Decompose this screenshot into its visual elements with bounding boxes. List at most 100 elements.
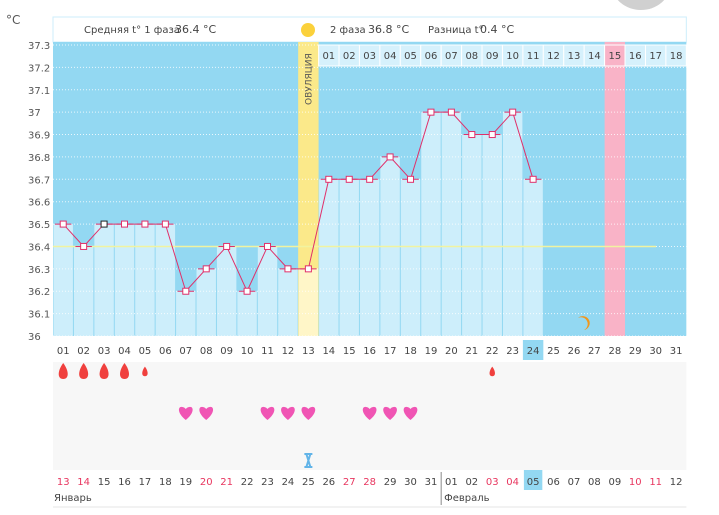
hourglass-icon[interactable]: [304, 453, 313, 468]
calendar-date[interactable]: 25: [302, 477, 315, 488]
cycle-day-label[interactable]: 02: [77, 346, 90, 357]
blood-drop-icon[interactable]: [99, 363, 109, 379]
cycle-day-label[interactable]: 07: [179, 346, 192, 357]
temperature-point[interactable]: [121, 220, 129, 228]
cycle-day-label[interactable]: 30: [649, 346, 662, 357]
cycle-day-label[interactable]: 31: [670, 346, 683, 357]
temperature-point[interactable]: [468, 131, 476, 139]
cycle-day-label[interactable]: 03: [98, 346, 111, 357]
cycle-day-label[interactable]: 13: [302, 346, 315, 357]
calendar-date[interactable]: 19: [179, 477, 192, 488]
temperature-point[interactable]: [202, 265, 210, 273]
cycle-day-label[interactable]: 06: [159, 346, 172, 357]
cycle-day-label[interactable]: 17: [384, 346, 397, 357]
temperature-point[interactable]: [80, 242, 88, 250]
cycle-day-label[interactable]: 21: [465, 346, 478, 357]
heart-icon[interactable]: [362, 406, 377, 420]
cycle-day-label[interactable]: 20: [445, 346, 458, 357]
calendar-date[interactable]: 22: [241, 477, 254, 488]
heart-icon[interactable]: [281, 406, 295, 420]
temperature-point[interactable]: [366, 175, 374, 183]
calendar-date[interactable]: 16: [118, 477, 131, 488]
blood-drop-icon[interactable]: [120, 363, 130, 379]
calendar-date[interactable]: 14: [77, 477, 90, 488]
calendar-date[interactable]: 04: [506, 477, 519, 488]
calendar-date[interactable]: 23: [261, 477, 274, 488]
calendar-date[interactable]: 27: [343, 477, 356, 488]
cycle-day-label[interactable]: 26: [568, 346, 581, 357]
cycle-day-label[interactable]: 12: [282, 346, 295, 357]
temperature-point[interactable]: [427, 108, 435, 116]
calendar-date[interactable]: 12: [670, 477, 683, 488]
temperature-point[interactable]: [100, 220, 108, 228]
temperature-point[interactable]: [386, 153, 394, 161]
cycle-day-label[interactable]: 27: [588, 346, 601, 357]
calendar-date[interactable]: 10: [629, 477, 642, 488]
calendar-date[interactable]: 20: [200, 477, 213, 488]
heart-icon[interactable]: [178, 406, 193, 420]
cycle-day-label[interactable]: 28: [608, 346, 621, 357]
blood-drop-icon[interactable]: [142, 366, 148, 377]
calendar-date[interactable]: 30: [404, 477, 417, 488]
cycle-day-label[interactable]: 22: [486, 346, 499, 357]
cycle-day-label[interactable]: 05: [139, 346, 152, 357]
calendar-date[interactable]: 28: [363, 477, 376, 488]
calendar-date[interactable]: 11: [649, 477, 662, 488]
cycle-day-label[interactable]: 08: [200, 346, 213, 357]
temperature-point[interactable]: [529, 175, 537, 183]
temperature-point[interactable]: [284, 265, 292, 273]
calendar-date[interactable]: 17: [139, 477, 152, 488]
cycle-day-label[interactable]: 14: [322, 346, 335, 357]
calendar-date[interactable]: 15: [98, 477, 111, 488]
calendar-date[interactable]: 24: [282, 477, 295, 488]
temperature-point[interactable]: [182, 287, 190, 295]
cycle-day-label[interactable]: 23: [506, 346, 519, 357]
heart-icon[interactable]: [403, 406, 418, 420]
cycle-day-label[interactable]: 29: [629, 346, 642, 357]
calendar-date[interactable]: 29: [384, 477, 397, 488]
cycle-day-label[interactable]: 19: [425, 346, 438, 357]
calendar-date[interactable]: 31: [425, 477, 438, 488]
cycle-day-label[interactable]: 18: [404, 346, 417, 357]
cycle-day-label[interactable]: 10: [241, 346, 254, 357]
calendar-date[interactable]: 18: [159, 477, 172, 488]
calendar-date[interactable]: 26: [322, 477, 335, 488]
temperature-point[interactable]: [59, 220, 67, 228]
blood-drop-icon[interactable]: [79, 363, 89, 379]
temperature-point[interactable]: [264, 242, 272, 250]
calendar-date[interactable]: 01: [445, 477, 458, 488]
temperature-point[interactable]: [141, 220, 149, 228]
heart-icon[interactable]: [260, 406, 275, 420]
temperature-point[interactable]: [325, 175, 333, 183]
blood-drop-icon[interactable]: [489, 366, 495, 377]
cycle-day-label[interactable]: 04: [118, 346, 131, 357]
heart-icon[interactable]: [383, 406, 397, 420]
temperature-point[interactable]: [407, 175, 415, 183]
cycle-day-label[interactable]: 25: [547, 346, 560, 357]
temperature-point[interactable]: [243, 287, 251, 295]
cycle-day-label[interactable]: 24: [527, 346, 540, 357]
calendar-date[interactable]: 06: [547, 477, 560, 488]
calendar-date[interactable]: 21: [220, 477, 233, 488]
temperature-point[interactable]: [304, 265, 312, 273]
heart-icon[interactable]: [199, 406, 214, 420]
cycle-day-label[interactable]: 01: [57, 346, 70, 357]
calendar-date[interactable]: 13: [57, 477, 70, 488]
blood-drop-icon[interactable]: [58, 363, 68, 379]
temperature-point[interactable]: [488, 131, 496, 139]
cycle-day-label[interactable]: 11: [261, 346, 274, 357]
calendar-date[interactable]: 07: [568, 477, 581, 488]
calendar-date[interactable]: 08: [588, 477, 601, 488]
temperature-point[interactable]: [223, 242, 231, 250]
temperature-point[interactable]: [509, 108, 517, 116]
cycle-day-label[interactable]: 09: [220, 346, 233, 357]
heart-icon[interactable]: [301, 406, 316, 420]
calendar-date[interactable]: 09: [608, 477, 621, 488]
cycle-day-label[interactable]: 15: [343, 346, 356, 357]
avatar-circle[interactable]: [612, 0, 670, 10]
temperature-point[interactable]: [447, 108, 455, 116]
calendar-date[interactable]: 03: [486, 477, 499, 488]
calendar-date[interactable]: 05: [527, 477, 540, 488]
calendar-date[interactable]: 02: [465, 477, 478, 488]
temperature-point[interactable]: [161, 220, 169, 228]
